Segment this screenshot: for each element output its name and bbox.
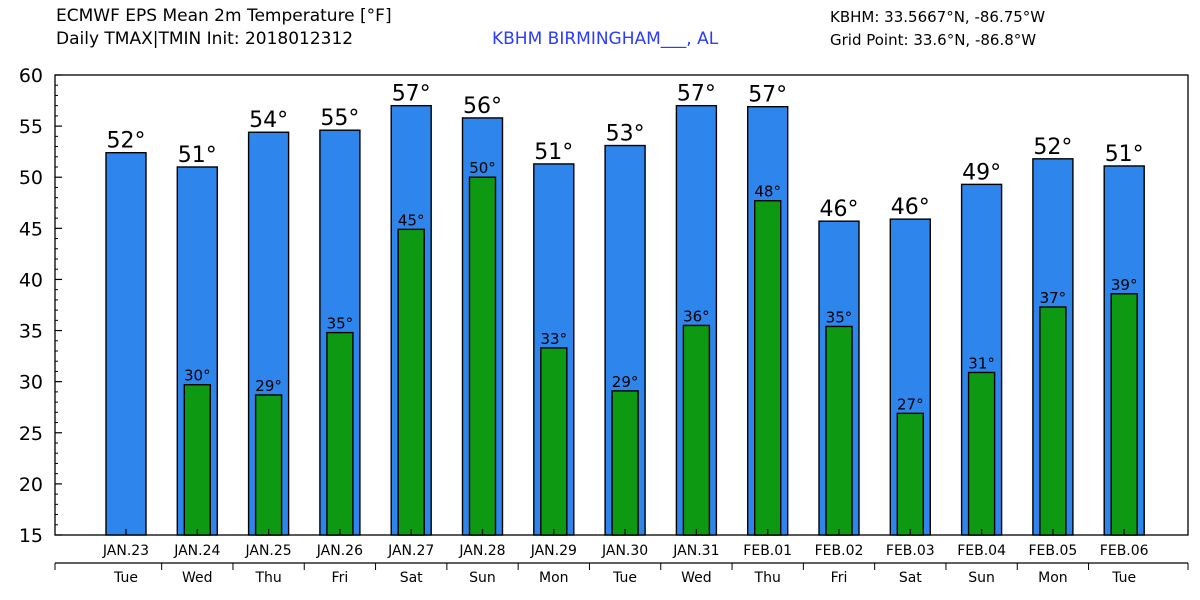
tmax-label: 54°: [249, 108, 288, 133]
chart-title: ECMWF EPS Mean 2m Temperature [°F]: [56, 6, 392, 26]
tmin-bar: [540, 347, 568, 536]
y-tick-label: 45: [19, 218, 43, 240]
tmin-bar: [397, 228, 425, 536]
tmin-label: 48°: [754, 183, 781, 201]
x-weekday-label: Thu: [254, 570, 281, 586]
y-tick-label: 30: [19, 372, 43, 394]
x-date-label: JAN.23: [102, 543, 149, 559]
tmin-bar: [326, 331, 354, 536]
station-name: KBHM BIRMINGHAM___, AL: [492, 29, 719, 49]
x-weekday-label: Sun: [968, 570, 995, 586]
tmin-bar: [1110, 293, 1138, 536]
tmin-label: 29°: [612, 373, 639, 391]
tmin-label: 39°: [1111, 276, 1138, 294]
tmin-label: 33°: [541, 330, 568, 348]
x-weekday-label: Fri: [831, 570, 848, 586]
x-date-label: FEB.04: [957, 543, 1006, 559]
tmax-label: 46°: [820, 197, 859, 222]
tmax-label: 57°: [392, 82, 431, 107]
y-tick-label: 25: [19, 423, 43, 445]
tmin-label: 37°: [1040, 289, 1067, 307]
x-weekday-label: Fri: [332, 570, 349, 586]
tmin-label: 36°: [683, 307, 710, 325]
tmin-bar: [254, 394, 283, 536]
tmax-bar: [105, 151, 147, 536]
tmin-label: 35°: [327, 315, 354, 333]
tmin-bar: [825, 325, 853, 536]
x-date-label: JAN.30: [601, 543, 648, 559]
x-weekday-label: Wed: [182, 570, 213, 586]
x-weekday-label: Sat: [899, 570, 922, 586]
y-tick-label: 40: [19, 269, 43, 291]
x-weekday-label: Mon: [539, 570, 569, 586]
tmin-label: 27°: [897, 395, 924, 413]
tmin-label: 29°: [255, 377, 282, 395]
tmin-bar: [896, 412, 924, 536]
tmin-bar: [468, 176, 497, 536]
tmax-label: 49°: [962, 160, 1001, 185]
tmin-bar: [967, 371, 996, 536]
tmax-label: 46°: [891, 195, 930, 220]
x-date-label: JAN.26: [316, 543, 363, 559]
tmin-bar: [183, 384, 212, 536]
y-tick-label: 55: [19, 116, 43, 138]
tmin-bar: [611, 390, 639, 536]
tmin-bar: [682, 324, 711, 536]
y-tick-label: 20: [19, 474, 43, 496]
grid-point-coordinates: Grid Point: 33.6°N, -86.8°W: [830, 31, 1037, 49]
tmax-label: 52°: [107, 129, 146, 154]
x-date-label: JAN.25: [244, 543, 291, 559]
y-tick-label: 35: [19, 321, 43, 343]
x-date-label: FEB.03: [886, 543, 935, 559]
tmax-label: 57°: [677, 82, 716, 107]
tmin-bar: [754, 200, 782, 536]
x-weekday-label: Sun: [469, 570, 496, 586]
tmax-label: 52°: [1033, 135, 1072, 160]
x-date-label: JAN.24: [173, 543, 220, 559]
x-date-label: FEB.06: [1100, 543, 1149, 559]
tmin-bar: [1039, 306, 1067, 536]
x-date-label: JAN.27: [387, 543, 434, 559]
tmin-label: 35°: [826, 308, 853, 326]
x-weekday-label: Tue: [612, 570, 637, 586]
tmax-label: 56°: [463, 94, 502, 119]
x-weekday-label: Tue: [113, 570, 138, 586]
tmin-label: 50°: [469, 159, 496, 177]
x-date-label: JAN.31: [672, 543, 719, 559]
x-weekday-label: Sat: [400, 570, 423, 586]
tmax-label: 51°: [178, 143, 217, 168]
x-date-label: FEB.05: [1029, 543, 1078, 559]
station-coordinates: KBHM: 33.5667°N, -86.75°W: [830, 8, 1046, 26]
tmin-label: 45°: [398, 211, 425, 229]
tmax-label: 53°: [606, 122, 645, 147]
x-weekday-label: Mon: [1038, 570, 1068, 586]
tmax-label: 57°: [748, 83, 787, 108]
tmax-label: 51°: [1105, 142, 1144, 167]
y-tick-label: 60: [19, 65, 43, 87]
tmax-label: 51°: [534, 140, 573, 165]
tmin-label: 31°: [968, 354, 995, 372]
x-date-label: JAN.28: [458, 543, 505, 559]
x-weekday-label: Wed: [681, 570, 712, 586]
y-tick-label: 15: [19, 525, 43, 547]
x-weekday-label: Thu: [754, 570, 781, 586]
x-date-label: JAN.29: [530, 543, 577, 559]
chart-subtitle: Daily TMAX|TMIN Init: 2018012312: [56, 29, 354, 49]
tmin-label: 30°: [184, 367, 211, 385]
x-date-label: FEB.02: [815, 543, 864, 559]
x-date-label: FEB.01: [743, 543, 792, 559]
tmax-label: 55°: [320, 106, 359, 131]
y-tick-label: 50: [19, 167, 43, 189]
x-weekday-label: Tue: [1111, 570, 1136, 586]
